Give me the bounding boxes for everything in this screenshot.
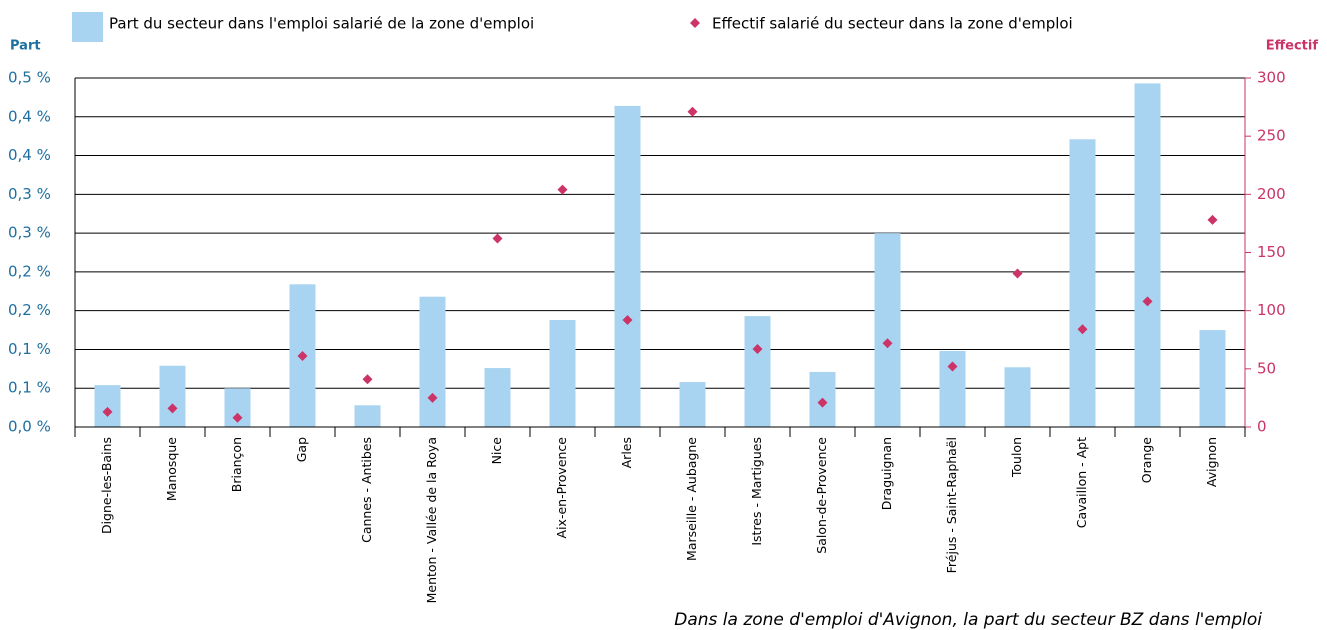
x-tick-label: Toulon xyxy=(1009,437,1024,478)
bar xyxy=(159,365,186,427)
y-tick-label: 0,1 % xyxy=(8,379,51,397)
marker xyxy=(557,184,568,195)
x-tick-label: Istres - Martigues xyxy=(749,437,764,546)
x-tick-label: Salon-de-Provence xyxy=(814,437,829,554)
bar xyxy=(354,405,381,427)
marker xyxy=(362,374,373,385)
x-tick-label: Aix-en-Provence xyxy=(554,437,569,539)
x-tick-label: Cannes - Antibes xyxy=(359,437,374,543)
y-tick-label: 0,0 % xyxy=(8,418,51,436)
marker xyxy=(427,392,438,403)
marker xyxy=(492,233,503,244)
y-tick-label: 0,1 % xyxy=(8,340,51,358)
y2-tick-label: 250 xyxy=(1257,127,1286,145)
bar xyxy=(1069,139,1096,427)
marker xyxy=(1207,214,1218,225)
marker xyxy=(297,351,308,362)
marker xyxy=(687,106,698,117)
x-tick-label: Draguignan xyxy=(879,437,894,510)
bar xyxy=(679,382,706,427)
bar xyxy=(874,233,901,427)
x-tick-label: Nice xyxy=(489,437,504,465)
bar xyxy=(744,316,771,427)
x-tick-label: Fréjus - Saint-Raphaël xyxy=(944,437,959,573)
bar xyxy=(419,296,446,427)
x-tick-label: Digne-les-Bains xyxy=(99,437,114,534)
x-tick-label: Gap xyxy=(294,437,309,462)
marker xyxy=(622,314,633,325)
y-tick-label: 0,2 % xyxy=(8,262,51,280)
x-tick-label: Manosque xyxy=(164,437,179,501)
y-tick-label: 0,2 % xyxy=(8,301,51,319)
y-tick-label: 0,3 % xyxy=(8,224,51,242)
legend-swatch xyxy=(690,18,700,28)
x-tick-label: Briançon xyxy=(229,437,244,492)
marker xyxy=(947,361,958,372)
marker xyxy=(882,338,893,349)
annotation: Dans la zone d'emploi d'Avignon, la part… xyxy=(674,610,1262,630)
y2-tick-label: 200 xyxy=(1257,185,1286,203)
y2-tick-label: 100 xyxy=(1257,301,1286,319)
bar xyxy=(549,319,576,427)
x-tick-label: Cavaillon - Apt xyxy=(1074,437,1089,528)
marker xyxy=(752,344,763,355)
marker xyxy=(1142,296,1153,307)
bar xyxy=(1134,83,1161,427)
x-tick-label: Menton - Vallée de la Roya xyxy=(424,437,439,603)
legend-label: Part du secteur dans l'emploi salarié de… xyxy=(109,15,534,33)
marker xyxy=(817,397,828,408)
y2-tick-label: 50 xyxy=(1257,359,1276,377)
bar xyxy=(484,368,511,427)
y-tick-label: 0,4 % xyxy=(8,146,51,164)
legend-swatch xyxy=(72,12,103,42)
marker xyxy=(1012,268,1023,279)
x-tick-label: Arles xyxy=(619,437,634,468)
y-tick-label: 0,4 % xyxy=(8,107,51,125)
y2-tick-label: 300 xyxy=(1257,69,1286,87)
bar xyxy=(1004,367,1031,427)
x-tick-label: Avignon xyxy=(1204,437,1219,487)
marker xyxy=(1077,324,1088,335)
y-tick-label: 0,5 % xyxy=(8,69,51,87)
marker xyxy=(167,403,178,414)
y2-tick-label: 150 xyxy=(1257,243,1286,261)
y2-tick-label: 0 xyxy=(1257,418,1267,436)
bar xyxy=(614,105,641,428)
marker xyxy=(232,412,243,423)
y-axis-title: Part xyxy=(10,39,41,54)
bar xyxy=(1199,330,1226,427)
x-tick-label: Orange xyxy=(1139,437,1154,483)
x-tick-label: Marseille - Aubagne xyxy=(684,437,699,561)
y2-axis-title: Effectif xyxy=(1266,39,1319,54)
marker xyxy=(102,406,113,417)
legend-label: Effectif salarié du secteur dans la zone… xyxy=(712,15,1073,33)
y-tick-label: 0,3 % xyxy=(8,185,51,203)
bar xyxy=(94,385,121,427)
